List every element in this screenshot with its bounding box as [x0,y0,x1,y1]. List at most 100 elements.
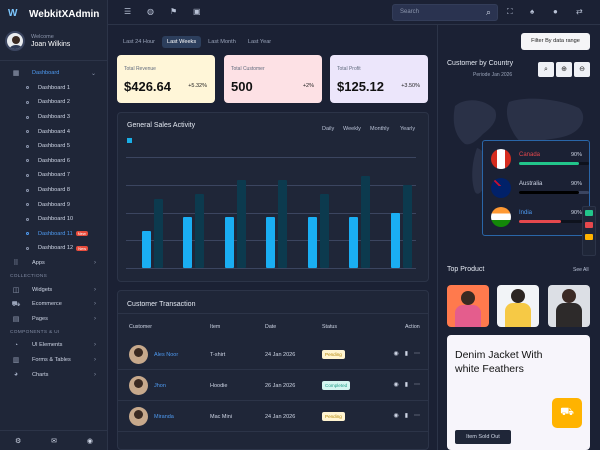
sidebar-subitem-dashboard-5[interactable]: Dashboard 5 [0,139,108,154]
zoom-in-icon[interactable]: ⊕ [556,62,572,77]
cart-fab-button[interactable]: ⛟ [552,398,582,428]
eye-icon[interactable]: ◉ [393,413,399,419]
customer-name[interactable]: Ales Noor [154,352,179,358]
chart-bar[interactable] [183,217,193,268]
trash-icon[interactable]: ▮ [404,413,408,419]
chart-bar[interactable] [154,198,163,268]
chart-bar[interactable] [142,231,151,268]
sidebar-item-pages[interactable]: ▤ Pages › [0,312,108,327]
featured-product-card[interactable]: Denim Jacket With white Feathers Item So… [447,335,590,450]
sidebar-subitem-label: Dashboard 8 [38,187,71,194]
gear-icon[interactable]: ⚙ [14,437,22,445]
sidebar-item-apps[interactable]: ⠿ Apps › [0,256,108,271]
search-icon[interactable]: ⌕ [538,62,554,77]
chart-bar[interactable] [349,217,359,268]
search-bar[interactable]: Search ⌕ [392,4,498,21]
sidebar-subitem-dashboard-10[interactable]: Dashboard 10 [0,212,108,227]
sidebar-subitem-dashboard-8[interactable]: Dashboard 8 [0,183,108,198]
chart-bar[interactable] [195,194,205,268]
trash-icon[interactable]: ▮ [404,351,408,357]
period-monthly[interactable]: Monthly [370,126,390,132]
table-row[interactable]: Ales Noor T-shirt 24 Jan 2026 Pending ◉ ▮… [118,340,428,370]
sidebar-item-ecommerce[interactable]: ⛟ Ecommerce › [0,297,108,312]
country-row-australia[interactable]: Australia 90% [491,178,589,206]
menu-icon[interactable]: ☰ [124,7,132,16]
sidebar-item-widgets[interactable]: ◫ Widgets › [0,282,108,297]
chart-bar[interactable] [278,180,288,268]
settings-icon[interactable]: ⇄ [576,7,583,16]
tab-last-year[interactable]: Last Year [247,39,272,45]
chart-bar[interactable] [390,212,400,268]
item-sold-out-button[interactable]: Item Sold Out [455,430,511,444]
eye-icon[interactable]: ◉ [393,351,399,357]
country-row-india[interactable]: India 90% [491,207,589,235]
chart-bar[interactable] [307,217,317,268]
more-icon[interactable]: ⋯ [414,413,420,419]
filter-by-date-button[interactable]: Filter By data range [521,33,590,50]
customer-name[interactable]: Jhon [154,383,166,389]
flag-icon[interactable]: ⚑ [170,7,178,16]
sidebar-subitem-dashboard-9[interactable]: Dashboard 9 [0,197,108,212]
product-image[interactable] [497,285,539,327]
trash-icon[interactable]: ▮ [404,382,408,388]
settings-drawer[interactable] [582,206,596,256]
sidebar-subitem-dashboard-11[interactable]: Dashboard 11 New [0,227,108,242]
card-change: +2% [302,83,314,89]
chart-bar[interactable] [402,184,412,268]
product-image[interactable] [447,285,489,327]
fullscreen-icon[interactable]: ⛶ [507,7,513,16]
theme-color-yellow[interactable] [585,234,593,240]
more-icon[interactable]: ⋯ [414,351,420,357]
tab-last-month[interactable]: Last Month [208,39,236,45]
more-icon[interactable]: ⋯ [414,382,420,388]
chart-bar[interactable] [361,175,371,268]
sidebar-subitem-dashboard-1[interactable]: Dashboard 1 [0,81,108,96]
zoom-out-icon[interactable]: ⊖ [574,62,590,77]
theme-color-green[interactable] [585,210,593,216]
table-row[interactable]: Jhon Hoodie 26 Jan 2026 Completed ◉ ▮ ⋯ [118,371,428,401]
sidebar-item-dashboard[interactable]: ▦ Dashboard ⌄ [0,66,108,81]
chart-bar[interactable] [266,217,276,268]
eye-icon[interactable]: ◉ [393,382,399,388]
see-all-link[interactable]: See All [573,267,589,273]
product-image[interactable] [548,285,590,327]
item-name: T-shirt [210,352,226,358]
sidebar-subitem-dashboard-4[interactable]: Dashboard 4 [0,124,108,139]
globe-icon[interactable]: ◍ [147,7,154,16]
sidebar-subitem-dashboard-12[interactable]: Dashboard 12 New [0,241,108,256]
search-icon[interactable]: ⌕ [485,7,491,17]
user-profile[interactable]: Welcome Joan Wilkins [5,31,70,51]
chart-bar[interactable] [224,217,234,268]
profile-icon[interactable]: ● [553,7,558,16]
sidebar-item-forms-tables[interactable]: ▥ Forms & Tables › [0,353,108,368]
mail-icon[interactable]: ✉ [51,437,58,445]
progress-track [519,191,589,194]
tab-last-weeks[interactable]: Last Weeks [162,36,202,48]
bell-icon[interactable]: ♠ [530,7,535,16]
clipboard-icon[interactable]: ▣ [193,7,201,16]
search-input[interactable]: Search [400,9,420,15]
chart-bar[interactable] [319,194,329,268]
customer-name[interactable]: Miranda [154,414,174,420]
sidebar-item-charts[interactable]: ◕ Charts › [0,367,108,382]
sidebar-subitem-dashboard-7[interactable]: Dashboard 7 [0,168,108,183]
sidebar-subitem-dashboard-2[interactable]: Dashboard 2 [0,95,108,110]
period-weekly[interactable]: Weekly [343,126,361,132]
table-row[interactable]: Miranda Mac Mini 24 Jan 2026 Pending ◉ ▮ ⋯ [118,402,428,432]
sidebar-item-ui-elements[interactable]: ◔ UI Elements › [0,338,108,353]
sidebar-subitem-dashboard-6[interactable]: Dashboard 6 [0,154,108,169]
sidebar-item-label: Ecommerce [32,301,62,308]
pages-icon: ▤ [12,315,20,323]
theme-color-red[interactable] [585,222,593,228]
period-daily[interactable]: Daily [322,126,335,132]
panel-title: Customer by Country [447,60,514,67]
power-icon[interactable]: ◉ [86,437,94,445]
status-badge: Completed [322,381,351,390]
country-row-canada[interactable]: Canada 90% [491,149,589,177]
sidebar-subitem-dashboard-3[interactable]: Dashboard 3 [0,110,108,125]
period-yearly[interactable]: Yearly [400,126,416,132]
tab-last-24-hour[interactable]: Last 24 Hour [123,39,156,45]
brand[interactable]: W WebkitXAdmin [8,8,99,20]
chart-bar[interactable] [236,180,246,268]
sidebar-item-label: Pages [32,315,48,322]
